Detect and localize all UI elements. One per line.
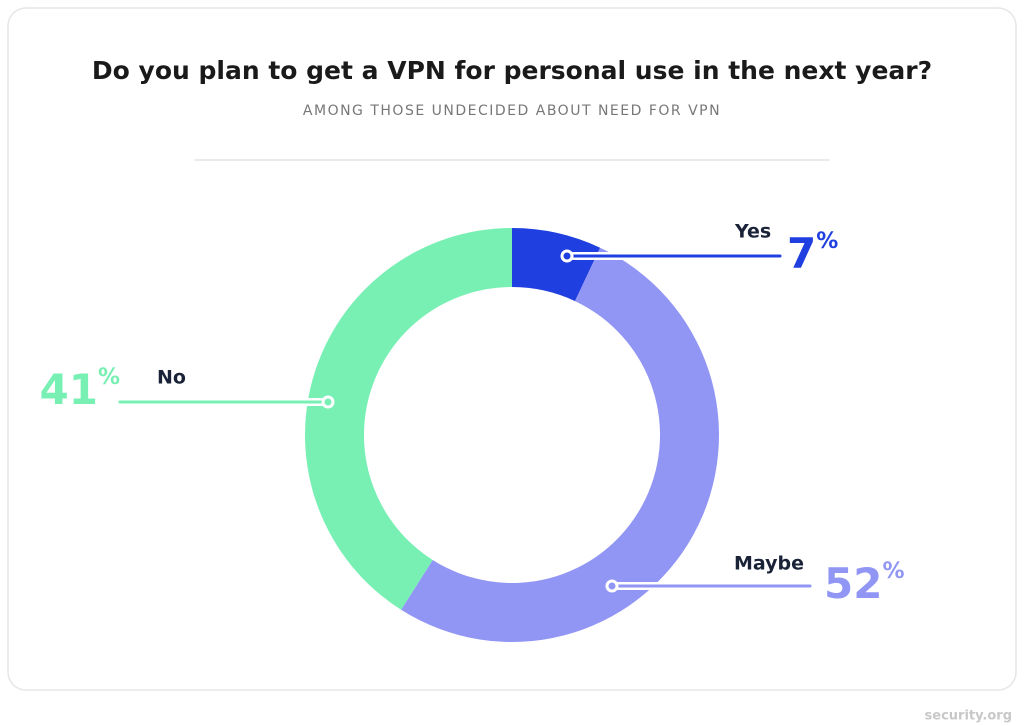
category-label: No [157,367,186,389]
category-label: Maybe [734,553,804,575]
card [7,7,1017,691]
leader-dot [560,249,574,263]
donut-segment [305,228,512,610]
donut-segment [401,247,720,643]
value-label: 7% [787,229,838,278]
category-label: Yes [734,221,771,243]
leader-dot [321,395,335,409]
donut-segment [512,228,601,302]
source: security.org [925,709,1012,724]
value-label: 41% [40,365,121,414]
leader-dot [605,579,619,593]
chart-title: Do you plan to get a VPN for personal us… [92,56,932,85]
chart-subtitle: AMONG THOSE UNDECIDED ABOUT NEED FOR VPN [303,103,721,119]
value-label: 52% [824,559,905,608]
